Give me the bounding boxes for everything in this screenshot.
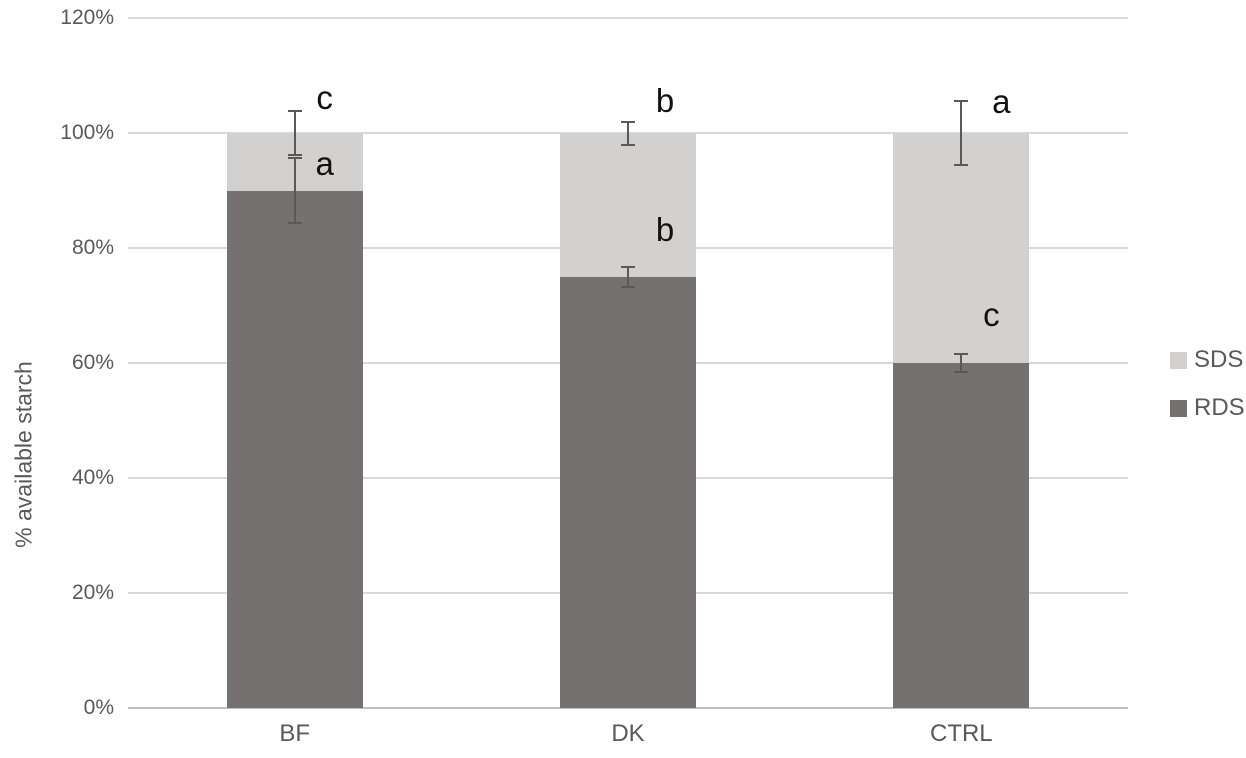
error-bar-rds-bf [293, 157, 296, 224]
gridline-120% [128, 17, 1128, 19]
y-tick-label: 20% [71, 581, 114, 604]
error-bar-cap-rds-bf-bottom [287, 222, 302, 225]
error-bar-cap-total-bf-top [287, 110, 302, 113]
significance-letter-a: a [992, 82, 1011, 120]
significance-letter-c: c [983, 296, 1000, 334]
x-category-label-dk: DK [611, 720, 645, 747]
x-axis-line [128, 707, 1128, 709]
bar-segment-rds-dk [560, 276, 696, 708]
chart-legend: SDS RDS [1170, 344, 1245, 424]
legend-swatch-sds [1170, 351, 1187, 369]
legend-label-sds: SDS [1194, 346, 1244, 373]
legend-item-rds: RDS [1170, 392, 1245, 424]
error-bar-cap-total-bf-bottom [287, 153, 302, 156]
significance-letter-a: a [315, 145, 334, 183]
y-axis-title: % available starch [10, 361, 37, 548]
error-bar-cap-rds-ctrl-bottom [954, 370, 969, 373]
bar-segment-sds-dk [560, 133, 696, 277]
significance-letter-b: b [655, 211, 675, 249]
error-bar-total-ctrl [960, 101, 963, 165]
y-tick-label: 80% [71, 236, 114, 259]
y-tick-label: 0% [83, 696, 114, 719]
error-bar-rds-dk [627, 266, 629, 287]
significance-letter-c: c [316, 78, 333, 116]
bar-segment-sds-ctrl [893, 133, 1030, 363]
x-category-label-bf: BF [279, 720, 310, 747]
significance-letter-b: b [655, 81, 675, 119]
y-tick-label: 120% [60, 6, 114, 29]
error-bar-rds-ctrl [960, 354, 963, 372]
error-bar-cap-total-dk-bottom [621, 143, 635, 146]
error-bar-cap-rds-ctrl-top [954, 353, 969, 356]
error-bar-total-bf [293, 111, 296, 155]
y-tick-label: 40% [71, 466, 114, 489]
error-bar-cap-total-ctrl-bottom [954, 163, 969, 166]
bar-segment-rds-ctrl [893, 363, 1030, 708]
legend-swatch-rds [1170, 399, 1187, 417]
error-bar-cap-rds-bf-top [287, 156, 302, 159]
error-bar-cap-rds-dk-bottom [621, 285, 635, 288]
y-tick-label: 100% [60, 121, 114, 144]
error-bar-total-dk [627, 121, 629, 145]
x-category-label-ctrl: CTRL [929, 720, 993, 747]
error-bar-cap-total-dk-top [621, 120, 635, 123]
error-bar-cap-rds-dk-top [621, 265, 635, 268]
bar-segment-rds-bf [226, 190, 363, 708]
y-tick-label: 60% [71, 351, 114, 374]
error-bar-cap-total-ctrl-top [954, 100, 969, 103]
legend-item-sds: SDS [1170, 344, 1245, 376]
legend-label-rds: RDS [1194, 394, 1245, 421]
